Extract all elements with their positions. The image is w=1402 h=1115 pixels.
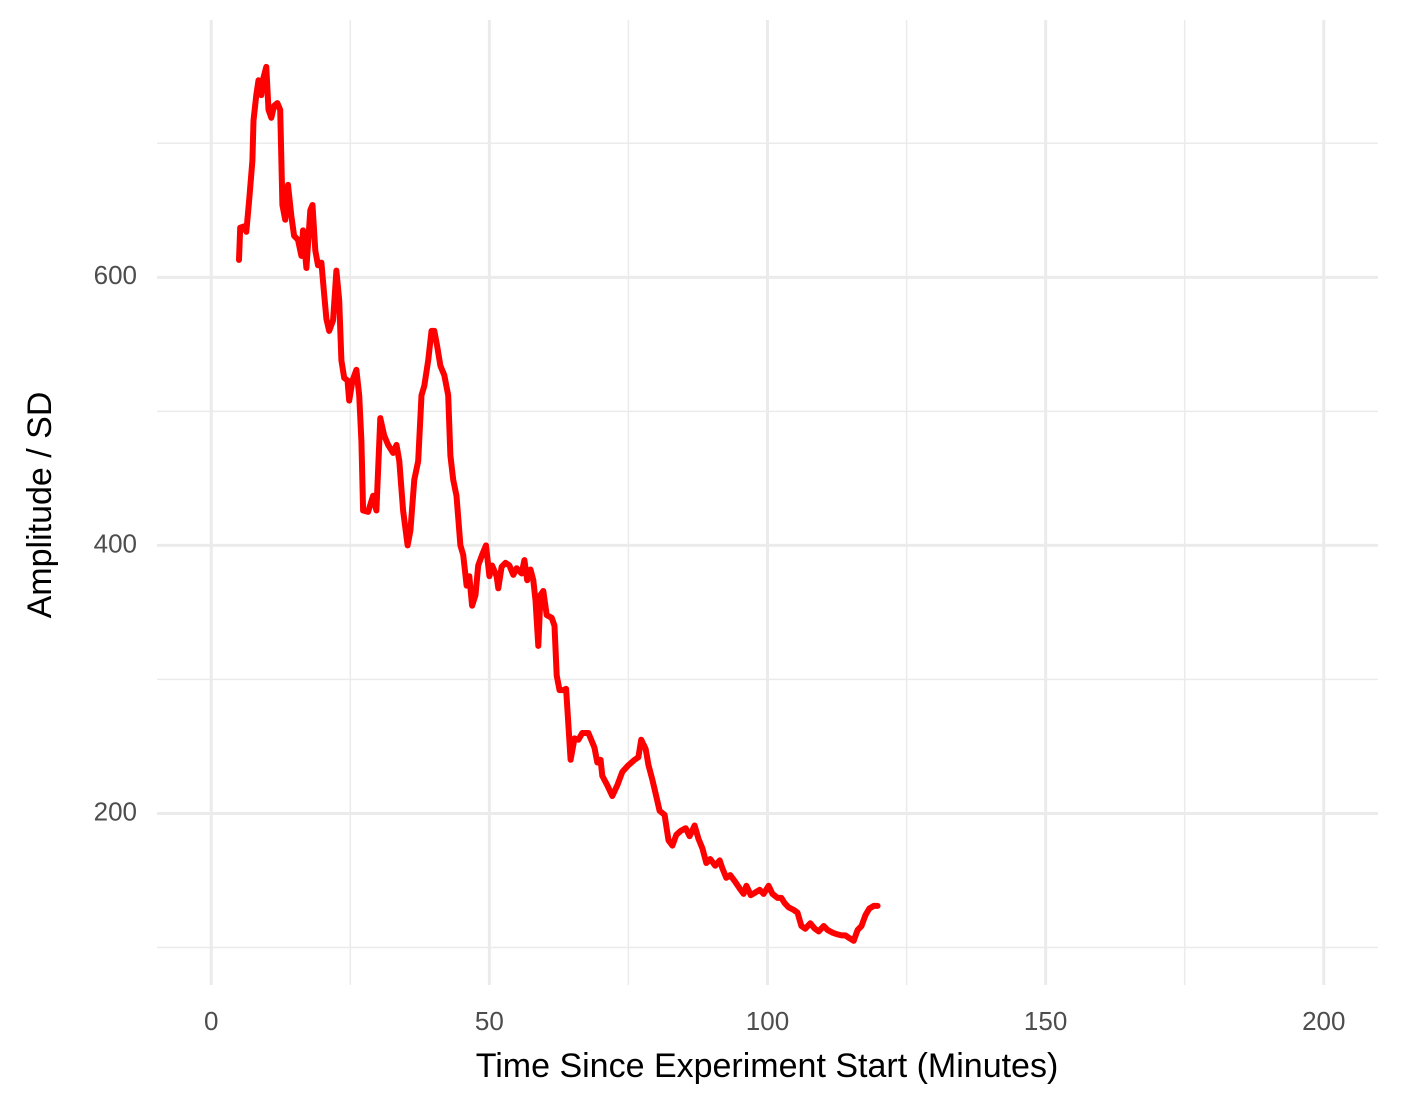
x-tick-label: 150 (1024, 1006, 1067, 1036)
y-axis-title: Amplitude / SD (21, 392, 59, 619)
x-tick-label: 0 (204, 1006, 218, 1036)
x-axis-title: Time Since Experiment Start (Minutes) (476, 1047, 1059, 1085)
x-tick-label: 100 (746, 1006, 789, 1036)
y-tick-label: 600 (94, 260, 137, 290)
data-line (236, 63, 881, 944)
x-tick-label: 50 (475, 1006, 504, 1036)
x-tick-label: 200 (1302, 1006, 1345, 1036)
y-tick-label: 200 (94, 796, 137, 826)
y-tick-label: 400 (94, 528, 137, 558)
